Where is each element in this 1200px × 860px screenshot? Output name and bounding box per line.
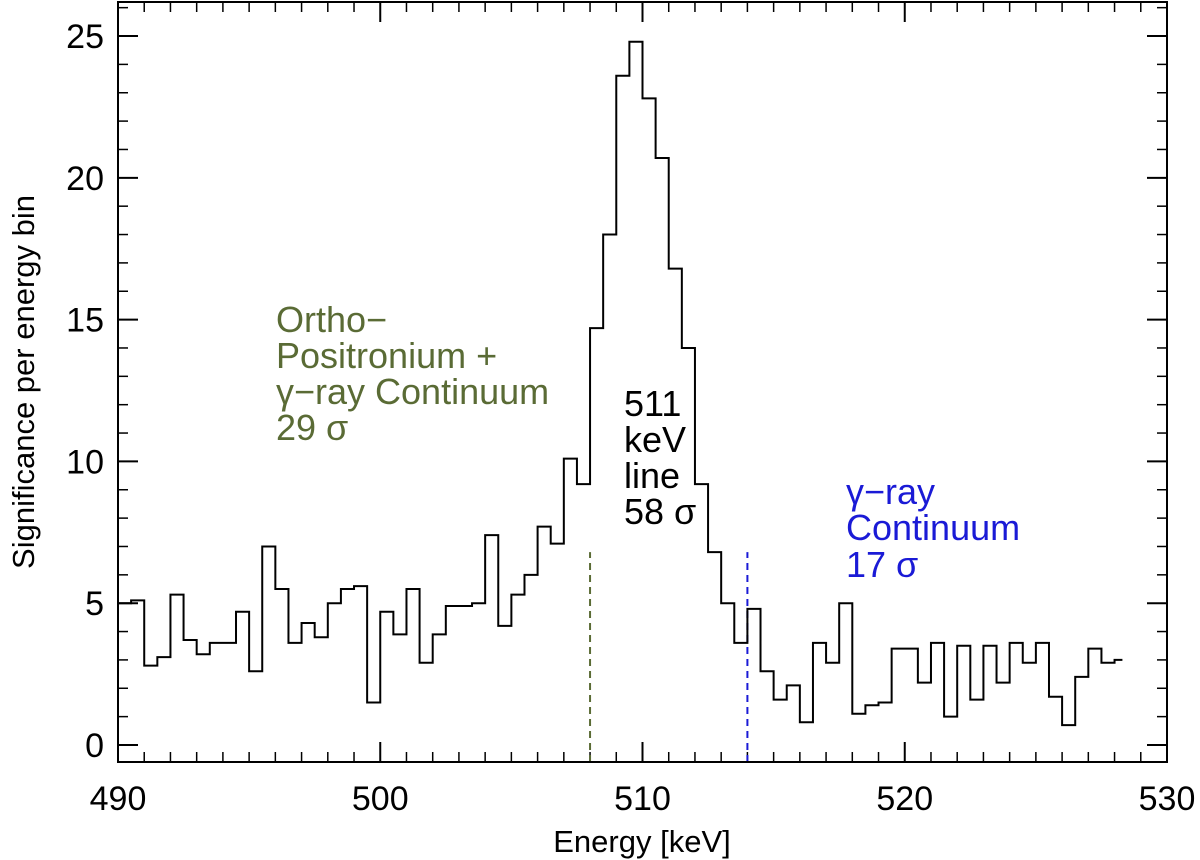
ortho-label-line-4: 29 σ (276, 407, 348, 448)
y-tick-label: 15 (66, 302, 104, 340)
x-tick-label: 520 (876, 780, 933, 818)
x-tick-label: 500 (352, 780, 409, 818)
line-511-label-line-3: line (624, 455, 680, 496)
gamma-label-line-1: γ−ray (846, 471, 935, 512)
plot-frame (117, 1, 1168, 763)
boundary-markers (589, 552, 749, 762)
y-tick-label: 10 (66, 443, 104, 481)
line-511-label-line-1: 511 (624, 383, 681, 424)
line-511-label-line-2: keV (624, 419, 686, 460)
gamma-label-line-3: 17 σ (846, 544, 918, 585)
gamma-label-line-2: Continuum (846, 507, 1020, 548)
x-tick-label: 510 (614, 780, 671, 818)
ortho-positronium-annotation: Ortho− Positronium + γ−ray Continuum 29 … (276, 299, 549, 448)
line-511-label-line-4: 58 σ (624, 491, 696, 532)
y-tick-label: 20 (66, 160, 104, 198)
x-tick-label: 490 (90, 780, 147, 818)
gamma-continuum-annotation: γ−ray Continuum 17 σ (846, 471, 1020, 585)
minor-ticks (118, 2, 1167, 762)
x-tick-label: 530 (1139, 780, 1196, 818)
data-series (118, 40, 1123, 727)
y-tick-label: 25 (66, 18, 104, 56)
x-tick-labels: 490 500 510 520 530 (90, 780, 1196, 818)
ortho-label-line-3: γ−ray Continuum (276, 371, 549, 412)
y-axis-title: Significance per energy bin (6, 195, 41, 569)
x-axis-title: Energy [keV] (553, 824, 730, 859)
y-tick-label: 0 (85, 727, 104, 765)
ortho-label-line-1: Ortho− (276, 299, 387, 340)
series-step-line (118, 40, 1123, 727)
y-tick-label: 5 (85, 585, 104, 623)
line-511-annotation: 511 keV line 58 σ (624, 383, 696, 532)
ortho-label-line-2: Positronium + (276, 335, 497, 376)
y-tick-labels: 0 5 10 15 20 25 (66, 18, 104, 765)
